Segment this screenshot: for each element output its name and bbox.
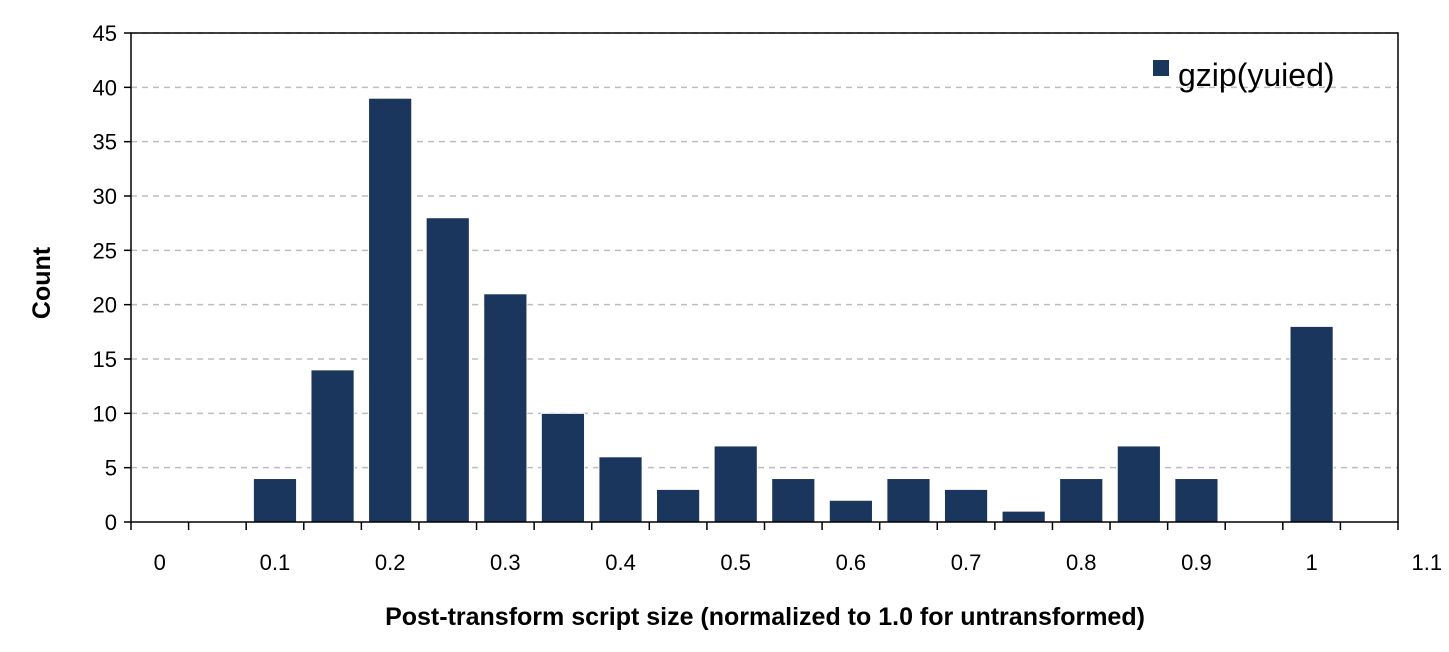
x-axis-title: Post-transform script size (normalized t…: [385, 603, 1145, 631]
y-tick-label-25: 25: [93, 238, 117, 263]
x-tick-label-0.6: 0.6: [836, 550, 867, 575]
y-tick-label-5: 5: [105, 456, 117, 481]
y-tick-label-30: 30: [93, 184, 117, 209]
y-axis-ticks: 0 5 10 15 20 25 30 35 40 45: [93, 21, 131, 535]
y-tick-label-40: 40: [93, 75, 117, 100]
bar-0.15: [310, 369, 355, 523]
legend-label: gzip(yuied): [1178, 57, 1335, 93]
legend-swatch: [1153, 60, 1169, 76]
x-tick-label-0.4: 0.4: [605, 550, 636, 575]
x-tick-label-0.2: 0.2: [375, 550, 406, 575]
bars: [252, 97, 1334, 523]
y-tick-label-20: 20: [93, 293, 117, 318]
x-tick-label-0.1: 0.1: [260, 550, 291, 575]
bar-0.6: [828, 499, 873, 523]
bar-0.75: [1001, 510, 1046, 523]
x-tick-label-1: 1: [1305, 550, 1317, 575]
bar-0.1: [252, 478, 298, 523]
x-tick-label-0.9: 0.9: [1181, 550, 1212, 575]
y-axis-title: Count: [28, 246, 56, 319]
bar-0.8: [1059, 478, 1104, 523]
y-tick-label-15: 15: [93, 347, 117, 372]
bar-0.65: [886, 478, 931, 523]
bar-0.5: [713, 445, 758, 523]
x-tick-label-0.5: 0.5: [720, 550, 751, 575]
x-tick-label-0.3: 0.3: [490, 550, 521, 575]
bar-0.35: [540, 412, 586, 523]
x-tick-label-0.7: 0.7: [951, 550, 982, 575]
bar-0.45: [656, 488, 701, 523]
x-tick-label-1.1: 1.1: [1411, 550, 1442, 575]
y-tick-label-10: 10: [93, 401, 117, 426]
legend: gzip(yuied): [1153, 57, 1335, 93]
y-tick-label-35: 35: [93, 130, 117, 155]
bar-0.3: [483, 293, 528, 523]
bar-0.7: [943, 488, 989, 523]
x-tick-label-0.8: 0.8: [1066, 550, 1097, 575]
bar-0.4: [598, 456, 643, 523]
bar-0.85: [1116, 445, 1161, 523]
bar-0.55: [771, 478, 816, 523]
bar-1: [1289, 325, 1334, 523]
bar-0.9: [1174, 478, 1219, 523]
y-tick-label-0: 0: [105, 510, 117, 535]
x-tick-label-0: 0: [154, 550, 166, 575]
x-axis-ticks: 0 0.1 0.2 0.3 0.4 0.5 0.6 0.7 0.8 0.9 1 1.1: [130, 522, 1442, 575]
bar-0.2: [368, 97, 413, 523]
bar-0.25: [425, 217, 470, 523]
y-tick-label-45: 45: [93, 21, 117, 46]
